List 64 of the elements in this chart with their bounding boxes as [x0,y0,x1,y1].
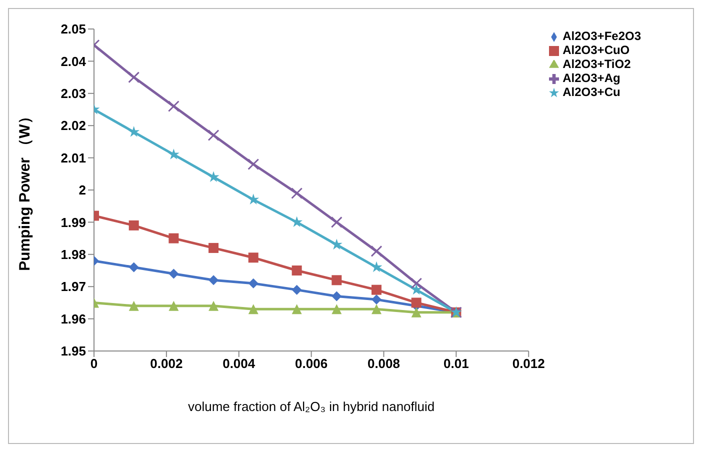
point [330,216,342,228]
legend-label: Al2O3+CuO [562,43,630,57]
legend-label: Al2O3+Cu [562,85,620,99]
point [248,304,258,314]
point [332,304,342,314]
point [168,100,180,112]
y-tick-label: 1.95 [60,344,86,359]
point [128,262,139,272]
y-axis-title: Pumping Power （W） [16,109,34,271]
point [372,304,382,314]
point [128,220,139,230]
y-tick-label: 1.96 [60,311,86,326]
y-tick-label: 2.02 [60,118,86,134]
y-tick-label: 2.03 [60,86,86,102]
point [168,148,180,160]
point [291,187,303,199]
x-tick-label: 0.012 [512,356,545,372]
point [411,298,422,308]
point [168,300,179,311]
legend-label: Al2O3+Ag [562,71,620,85]
y-tick-label: 2.01 [60,150,86,166]
x-tick-label: 0 [90,356,98,372]
point [292,284,302,295]
x-tick-label: 0.002 [150,356,183,372]
legend-label: Al2O3+TiO2 [562,57,631,71]
y-tick-label: 1.97 [60,279,86,294]
point [248,194,260,205]
point [370,261,382,272]
point [168,268,179,279]
point [128,300,139,311]
legend-label: Al2O3+Fe2O3 [562,29,641,43]
y-tick-label: 2.04 [60,54,87,69]
point [208,171,220,182]
point [370,245,382,257]
point [208,130,220,142]
point [248,278,258,288]
point [168,233,179,244]
point [410,278,422,290]
x-axis-title: volume fraction of Al₂O₃ in hybrid nanofluid [188,399,435,414]
x-tick-label: 0.01 [444,356,469,372]
point [372,284,382,295]
y-tick-label: 2 [78,182,86,198]
point [372,294,382,304]
y-tick-label: 1.99 [60,214,86,230]
point [292,266,302,276]
x-tick-label: 0.008 [367,356,400,372]
point [330,238,342,250]
x-tick-label: 0.004 [222,356,256,372]
point [411,307,422,318]
y-tick-label: 2.05 [60,22,86,37]
point [332,291,342,302]
point [291,216,303,228]
point [208,300,219,311]
point [128,126,140,137]
y-tick-label: 1.98 [60,247,86,262]
point [410,284,422,295]
point [248,158,260,170]
point [208,275,219,286]
point [208,242,219,253]
x-tick-label: 0.006 [295,356,328,372]
point [292,304,302,314]
point [332,275,342,286]
point [128,72,140,84]
point [248,252,258,263]
